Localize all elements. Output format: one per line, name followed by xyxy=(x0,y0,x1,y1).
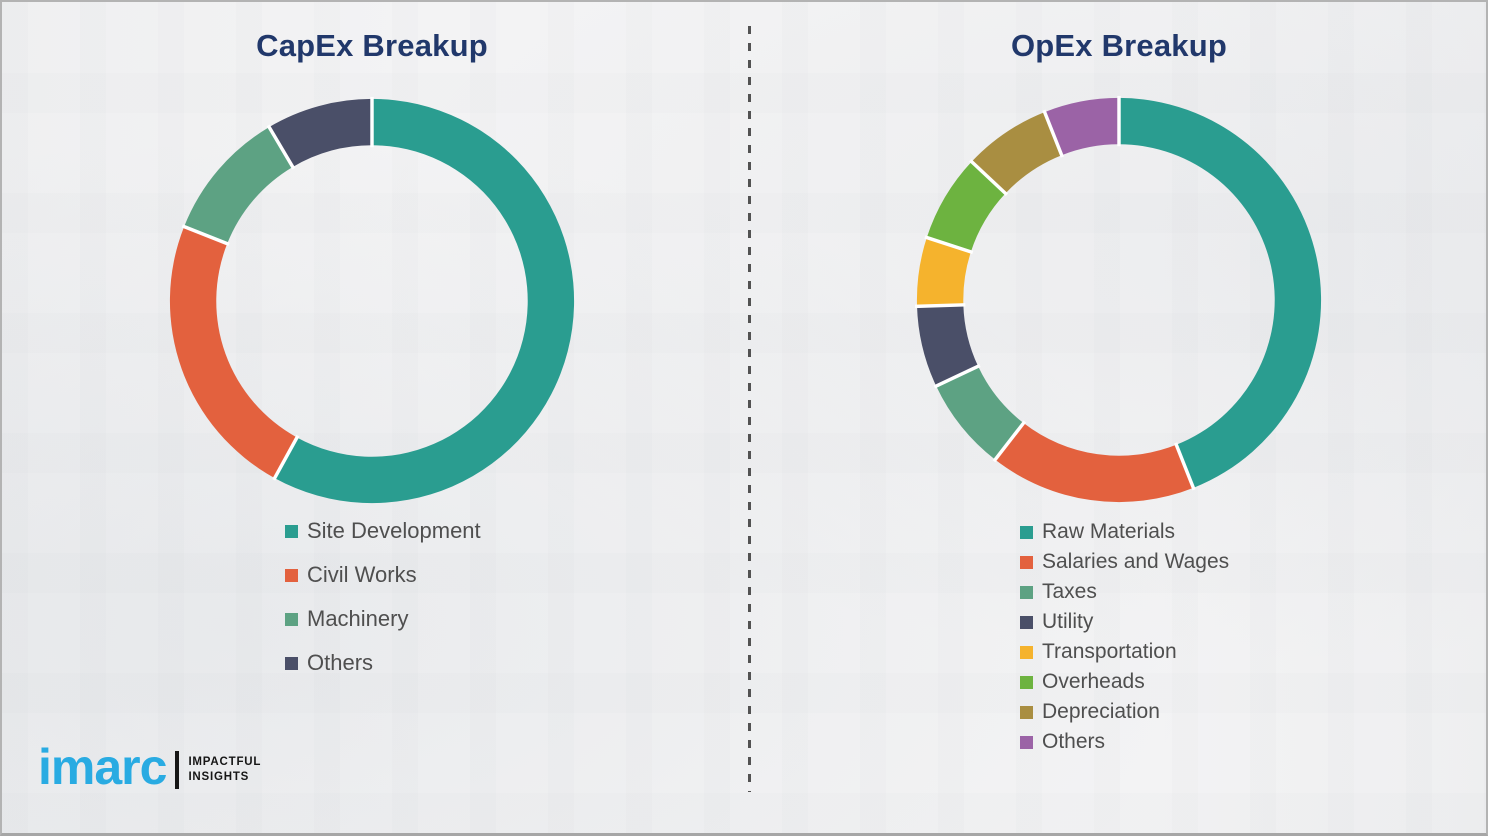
donut-segment xyxy=(995,423,1194,503)
imarc-logo-wordmark: imarc xyxy=(38,739,167,795)
logo-divider-bar xyxy=(175,751,180,789)
legend-swatch-salaries-wages xyxy=(1020,555,1033,569)
segment-separator xyxy=(181,224,230,246)
legend-item: Others xyxy=(285,641,481,685)
legend-label: Depreciation xyxy=(1042,700,1160,723)
legend-label: Others xyxy=(1042,730,1106,753)
legend-item: Taxes xyxy=(1020,577,1229,607)
donut-segment xyxy=(1044,97,1119,156)
legend-item: Machinery xyxy=(285,597,481,641)
opex-legend: Raw Materials Salaries and Wages Taxes U… xyxy=(1020,517,1229,757)
legend-swatch-site-development xyxy=(285,524,298,538)
segment-separator xyxy=(969,159,1009,196)
donut-segment xyxy=(917,304,979,387)
legend-item: Salaries and Wages xyxy=(1020,547,1229,577)
legend-item: Site Development xyxy=(285,509,481,553)
legend-label: Transportation xyxy=(1042,640,1177,663)
legend-item: Depreciation xyxy=(1020,697,1229,727)
segment-separator xyxy=(1042,109,1064,158)
opex-chart-title: OpEx Breakup xyxy=(1010,28,1228,63)
legend-swatch-civil-works xyxy=(285,568,298,582)
segment-separator xyxy=(933,363,981,389)
legend-swatch-depreciation xyxy=(1020,705,1033,719)
legend-label: Taxes xyxy=(1042,580,1097,603)
dashed-section-divider xyxy=(748,26,751,792)
donut-segment xyxy=(936,366,1024,460)
legend-label: Others xyxy=(307,650,374,675)
legend-label: Overheads xyxy=(1042,670,1145,693)
legend-label: Civil Works xyxy=(307,562,417,587)
legend-swatch-raw-materials xyxy=(1020,525,1033,539)
capex-donut-chart xyxy=(169,96,575,504)
imarc-logo: imarc IMPACTFUL INSIGHTS xyxy=(38,742,261,792)
legend-swatch-utility xyxy=(1020,615,1033,629)
legend-item: Transportation xyxy=(1020,637,1229,667)
segment-separator xyxy=(924,235,974,255)
legend-swatch-transportation xyxy=(1020,645,1033,659)
logo-tagline-line1: IMPACTFUL xyxy=(188,756,262,769)
logo-tagline-line2: INSIGHTS xyxy=(188,771,250,783)
legend-swatch-machinery xyxy=(285,612,298,626)
donut-segment xyxy=(926,161,1006,252)
donut-segment xyxy=(274,98,575,504)
legend-label: Raw Materials xyxy=(1042,520,1176,543)
legend-item: Others xyxy=(1020,727,1229,757)
legend-swatch-opex-others xyxy=(1020,735,1033,749)
legend-item: Raw Materials xyxy=(1020,517,1229,547)
segment-separator xyxy=(266,124,296,170)
legend-label: Machinery xyxy=(307,606,409,631)
legend-item: Civil Works xyxy=(285,553,481,597)
segment-separator xyxy=(1174,442,1196,491)
donut-segment xyxy=(916,237,971,307)
legend-item: Overheads xyxy=(1020,667,1229,697)
legend-swatch-taxes xyxy=(1020,585,1033,599)
opex-donut-chart xyxy=(915,95,1322,503)
segment-separator xyxy=(272,434,300,481)
donut-segment xyxy=(269,98,372,167)
legend-label: Salaries and Wages xyxy=(1042,550,1230,573)
legend-label: Utility xyxy=(1042,610,1094,633)
logo-tagline: IMPACTFUL INSIGHTS xyxy=(188,755,261,785)
donut-segment xyxy=(184,127,293,244)
capex-legend: Site Development Civil Works Machinery O… xyxy=(285,509,481,685)
legend-label: Site Development xyxy=(307,518,481,543)
legend-swatch-overheads xyxy=(1020,675,1033,689)
capex-chart-title: CapEx Breakup xyxy=(256,28,488,63)
donut-segment xyxy=(169,226,297,479)
legend-item: Utility xyxy=(1020,607,1229,637)
donut-segment xyxy=(1119,97,1322,488)
donut-segment xyxy=(971,112,1062,194)
legend-swatch-capex-others xyxy=(285,656,298,670)
segment-separator xyxy=(992,420,1027,463)
segment-separator xyxy=(915,303,966,309)
